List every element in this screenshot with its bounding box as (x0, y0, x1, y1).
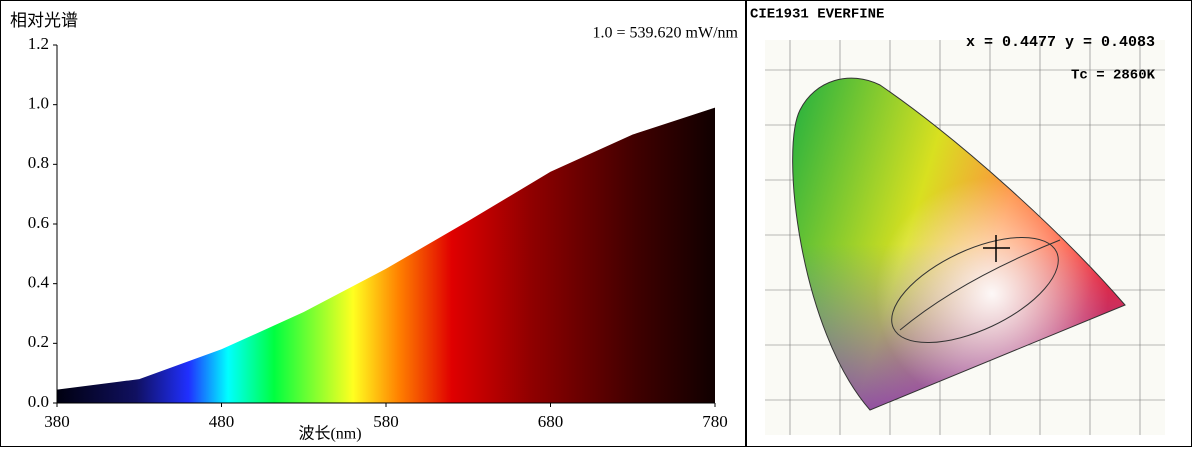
cie-coordinates: x = 0.4477 y = 0.4083 (966, 34, 1155, 51)
cie-title: CIE1931 EVERFINE (750, 7, 884, 23)
planckian-ellipse (891, 236, 1059, 344)
y-tick-label: 0.0 (28, 392, 49, 411)
y-tick-label: 0.8 (28, 153, 49, 172)
x-axis-label: 波长(nm) (298, 425, 361, 443)
x-tick-label: 380 (44, 412, 70, 431)
cie-locus-outline (792, 77, 1126, 411)
cie-diagram: CIE1931 EVERFINE x = 0.4477 y = 0.4083 T… (750, 7, 1165, 435)
planckian-locus (899, 239, 1061, 331)
y-tick-label: 0.6 (28, 213, 49, 232)
chromaticity-marker (983, 235, 1010, 262)
x-tick-label: 780 (702, 412, 728, 431)
y-tick-label: 1.2 (28, 34, 49, 53)
cie-cct: Tc = 2860K (1071, 68, 1156, 84)
spectrum-area (57, 107, 715, 404)
y-tick-label: 0.4 (28, 273, 50, 292)
chart-title: 相对光谱 (10, 11, 78, 30)
x-tick-label: 480 (209, 412, 235, 431)
y-tick-label: 1.0 (28, 94, 49, 113)
x-tick-label: 680 (538, 412, 564, 431)
annotation: 1.0 = 539.620 mW/nm (593, 25, 739, 42)
y-tick-label: 0.2 (28, 332, 49, 351)
x-tick-label: 580 (373, 412, 399, 431)
